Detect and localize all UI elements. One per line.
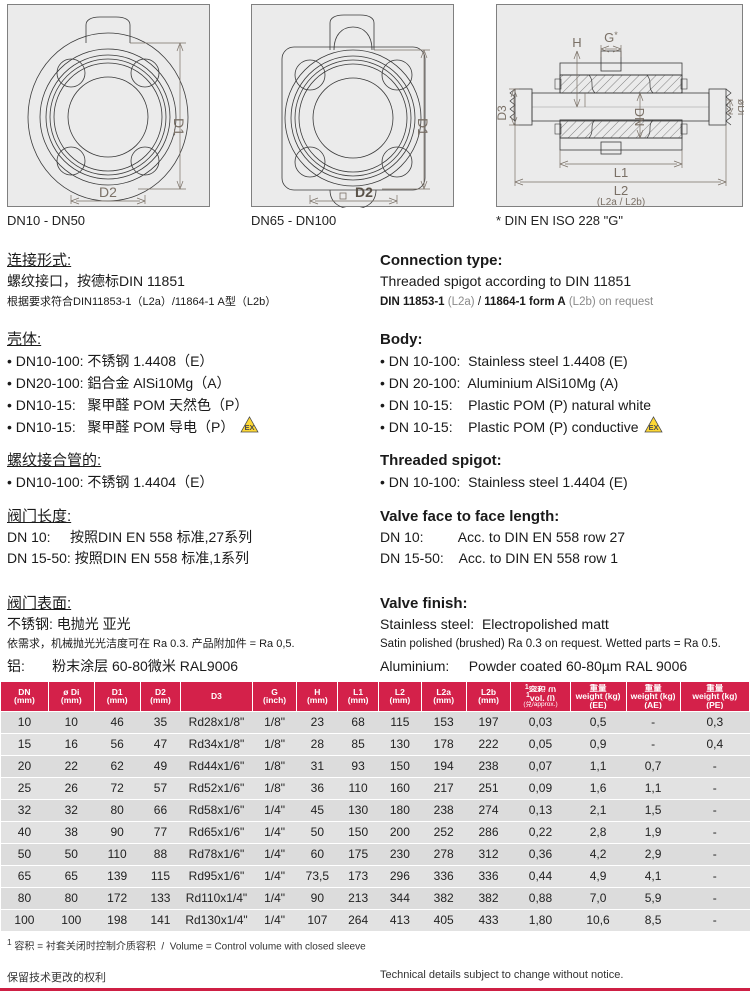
svg-text:D1: D1 <box>171 118 187 136</box>
svg-text:D2: D2 <box>355 184 373 200</box>
svg-text:(L2a / L2b): (L2a / L2b) <box>597 197 645 208</box>
svg-text:L1: L1 <box>614 165 628 180</box>
svg-text:EX: EX <box>245 423 255 432</box>
svg-text:D1: D1 <box>415 118 431 136</box>
svg-text:H: H <box>572 35 581 50</box>
svg-text:DN: DN <box>632 108 647 127</box>
svg-text:D3: D3 <box>497 105 509 121</box>
svg-text:EX: EX <box>649 423 659 432</box>
svg-text:D2: D2 <box>99 184 117 200</box>
svg-text:G*: G* <box>604 30 618 45</box>
svg-text:L2: L2 <box>614 183 628 198</box>
svg-text:øDi: øDi <box>735 99 744 115</box>
